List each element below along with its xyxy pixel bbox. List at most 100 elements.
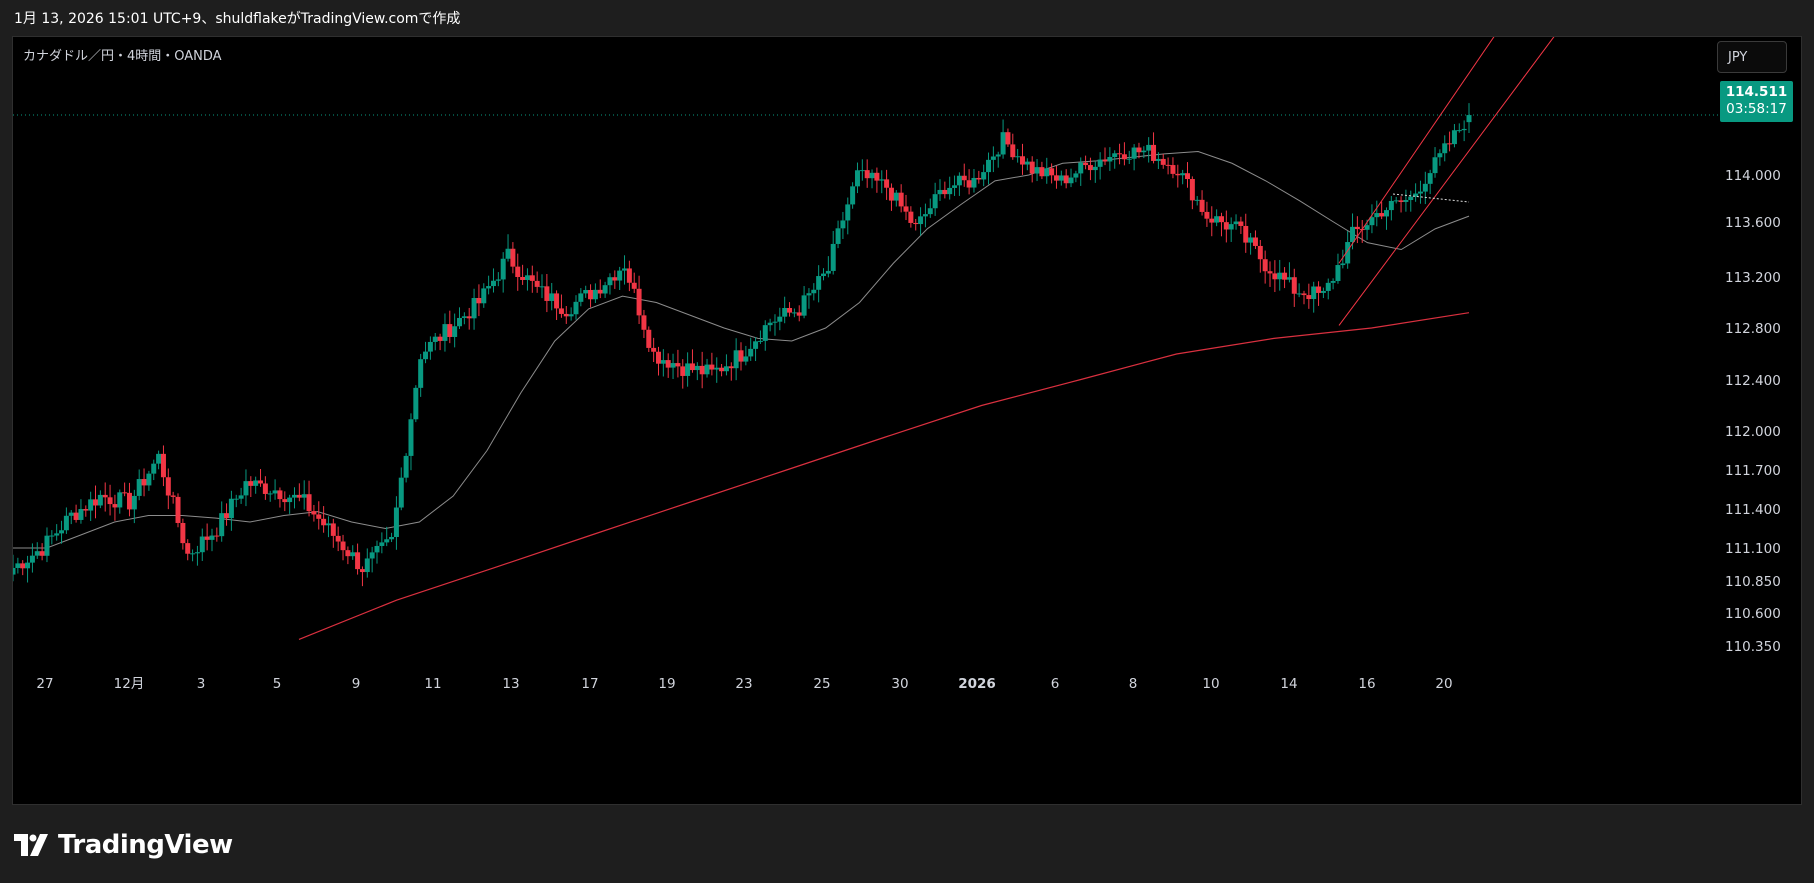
candle-body (1097, 159, 1103, 167)
candle-body (995, 154, 1001, 157)
ma-long-layer (298, 312, 1470, 640)
tradingview-logo[interactable]: TradingView (14, 830, 233, 860)
candle-body (112, 504, 118, 508)
candle-body (1121, 154, 1127, 160)
candle-body (549, 293, 555, 301)
candle-body (1126, 158, 1132, 160)
candle-body (680, 366, 686, 376)
channel-upper-line (1338, 37, 1495, 264)
candle-body (1437, 153, 1443, 158)
candle-body (709, 364, 715, 370)
candle-body (1155, 158, 1161, 161)
candle-body (772, 321, 778, 323)
candle-body (961, 175, 967, 181)
candle-body (942, 189, 948, 195)
candle-body (1039, 167, 1045, 177)
candle-body (194, 552, 200, 554)
y-tick-label: 110.850 (1725, 574, 1781, 590)
axis-layer: 114.000 113.600 113.200 112.800 112.400 112.0… (36, 168, 1780, 692)
candle-body (1456, 130, 1462, 132)
candle-body (685, 363, 691, 376)
y-tick-label: 114.000 (1725, 168, 1781, 184)
y-tick-label: 113.200 (1725, 270, 1781, 286)
candle-body (845, 204, 851, 221)
x-tick-label: 10 (1202, 676, 1219, 692)
y-tick-label: 112.800 (1725, 321, 1781, 337)
candle-body (544, 286, 550, 301)
candle-body (1325, 282, 1331, 291)
candle-body (1024, 161, 1030, 165)
candle-body (471, 297, 477, 319)
candle-body (165, 477, 171, 496)
candle-body (1272, 273, 1278, 280)
candle-body (1316, 286, 1322, 293)
candle-body (937, 189, 943, 195)
candle-body (796, 312, 802, 316)
candle-body (986, 159, 992, 173)
candle-body (636, 288, 642, 316)
candle-body (1422, 183, 1428, 192)
candle-body (874, 172, 880, 181)
candle-body (170, 495, 176, 497)
candle-body (160, 453, 166, 478)
candle-body (418, 359, 424, 388)
candle-body (452, 326, 458, 337)
candle-body (486, 286, 492, 289)
candle-body (59, 530, 65, 534)
candle-body (151, 463, 157, 474)
candle-body (583, 289, 589, 294)
candle-body (1189, 179, 1195, 201)
candle-body (321, 518, 327, 526)
candle-body (864, 170, 870, 179)
candle-body (1112, 153, 1118, 158)
candle-body (1151, 144, 1157, 161)
candle-body (1185, 173, 1191, 180)
ma-long-line (298, 312, 1470, 640)
candle-body (413, 387, 419, 420)
candle-body (190, 553, 196, 555)
candle-body (1374, 213, 1380, 218)
candle-body (743, 356, 749, 362)
candle-body (821, 273, 827, 277)
candle-body (398, 477, 404, 508)
candles-layer (13, 103, 1472, 587)
candle-body (457, 317, 463, 327)
x-tick-label: 14 (1280, 676, 1297, 692)
candle-body (1461, 128, 1467, 131)
candle-body (888, 187, 894, 201)
chart-pane[interactable]: 114.000 113.600 113.200 112.800 112.400 112.0… (12, 36, 1802, 805)
breakout-line (1392, 193, 1470, 203)
candle-body (952, 185, 958, 188)
x-tick-label: 13 (502, 676, 519, 692)
x-tick-label: 8 (1129, 676, 1138, 692)
candle-body (1408, 196, 1414, 201)
candle-body (272, 490, 278, 494)
candle-body (287, 497, 293, 503)
candle-body (670, 363, 676, 368)
candle-body (1413, 193, 1419, 197)
candle-body (568, 314, 574, 317)
candle-body (1447, 143, 1453, 145)
candle-body (63, 515, 69, 531)
candle-body (117, 492, 123, 508)
candle-body (748, 348, 754, 357)
candle-body (1335, 265, 1341, 281)
candle-body (78, 509, 84, 520)
price-chart[interactable]: 114.000 113.600 113.200 112.800 112.400 112.0… (13, 37, 1802, 805)
candle-body (219, 513, 225, 537)
candle-body (199, 536, 205, 553)
candle-body (588, 289, 594, 300)
candle-body (1019, 156, 1025, 165)
candle-body (500, 258, 506, 280)
candle-body (1000, 132, 1006, 155)
candle-body (1204, 211, 1210, 219)
candle-body (107, 497, 113, 505)
candle-body (515, 266, 521, 277)
candle-body (330, 523, 336, 536)
candle-body (1442, 143, 1448, 154)
candle-body (626, 268, 632, 283)
candle-body (1262, 259, 1268, 272)
currency-button[interactable]: JPY (1717, 41, 1787, 73)
candle-body (1015, 156, 1021, 158)
candle-body (1063, 175, 1069, 184)
